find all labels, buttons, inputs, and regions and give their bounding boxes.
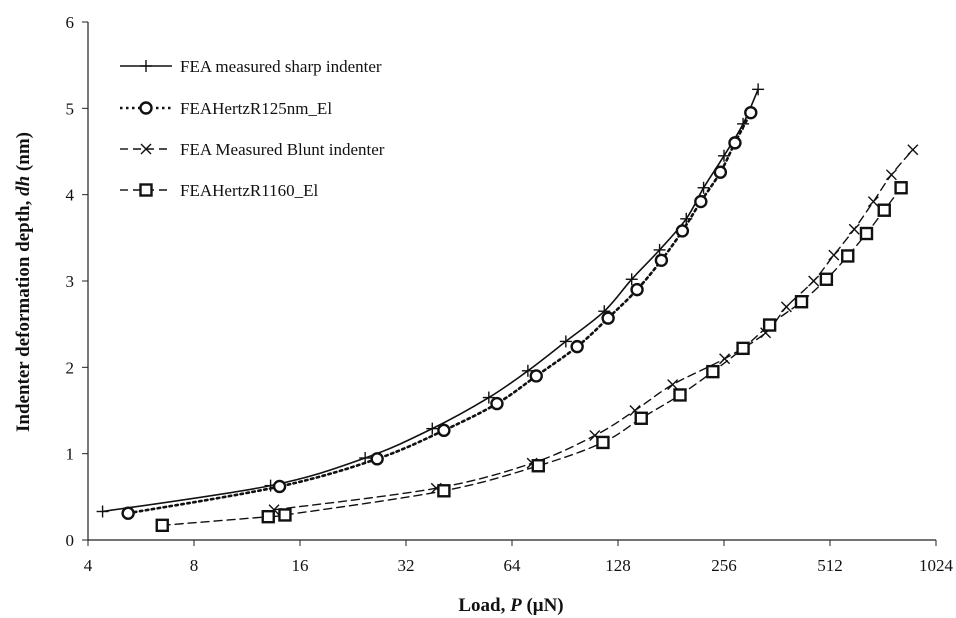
data-point [596, 435, 610, 450]
data-point [907, 144, 919, 156]
data-point [697, 181, 710, 194]
data-point [370, 452, 384, 466]
data-point [859, 226, 874, 241]
x-tick-label: 512 [817, 556, 843, 575]
data-point [630, 282, 644, 297]
data-point [828, 249, 840, 261]
series-4 [155, 181, 908, 533]
data-point [819, 272, 834, 286]
legend-label: FEAHertzR125nm_El [180, 99, 332, 118]
x-tick-label: 4 [84, 556, 93, 575]
data-point [278, 508, 292, 522]
data-point [654, 253, 669, 267]
data-point [570, 339, 584, 354]
series-line [273, 149, 914, 511]
x-tick-label: 8 [190, 556, 199, 575]
data-point [718, 149, 730, 162]
data-point [121, 506, 135, 520]
legend-label: FEAHertzR1160_El [180, 181, 318, 200]
legend-marker [139, 183, 153, 197]
data-point [601, 311, 615, 325]
data-point [867, 196, 879, 208]
data-point [736, 341, 750, 356]
data-point [719, 353, 731, 365]
y-tick-label: 5 [66, 99, 75, 118]
x-tick-label: 16 [292, 556, 309, 575]
data-point [272, 479, 287, 494]
y-tick-label: 1 [66, 445, 75, 464]
series-2 [121, 105, 758, 520]
legend-marker [140, 60, 152, 72]
x-tick-label: 64 [504, 556, 522, 575]
legend-label: FEA Measured Blunt indenter [180, 140, 385, 159]
data-point [155, 518, 169, 533]
data-point [482, 391, 495, 404]
data-point [521, 364, 534, 377]
data-point [634, 411, 648, 425]
legend-item: FEA measured sharp indenter [120, 57, 382, 76]
y-tick-label: 2 [66, 358, 75, 377]
data-point [706, 364, 720, 379]
data-point [713, 165, 728, 179]
y-tick-label: 3 [66, 272, 75, 291]
axes [82, 21, 937, 546]
data-point [808, 275, 820, 287]
data-point [426, 422, 439, 435]
data-point [894, 181, 908, 195]
data-point [667, 379, 679, 391]
data-point [794, 295, 809, 309]
legend-label: FEA measured sharp indenter [180, 57, 382, 76]
series-line [161, 187, 902, 526]
series-line [126, 111, 753, 515]
data-point [780, 301, 792, 313]
data-point [529, 369, 543, 383]
data-point [437, 484, 451, 498]
legend-marker [140, 143, 152, 155]
data-point [490, 396, 504, 411]
data-point [885, 169, 897, 181]
legend-item: FEAHertzR1160_El [120, 181, 318, 200]
data-point [752, 83, 765, 96]
data-point [675, 224, 690, 238]
x-tick-label: 128 [605, 556, 631, 575]
legend-item: FEA Measured Blunt indenter [120, 140, 385, 159]
plot-area [96, 83, 919, 533]
data-point [848, 223, 860, 235]
y-axis-title: Indenter deformation depth, dh (nm) [13, 132, 34, 432]
data-point [261, 509, 275, 524]
data-point [437, 423, 451, 438]
legend-item: FEAHertzR125nm_El [120, 99, 332, 118]
x-tick-label: 1024 [919, 556, 954, 575]
data-point [625, 273, 638, 286]
x-tick-label: 256 [711, 556, 737, 575]
data-point [559, 335, 572, 348]
legend: FEA measured sharp indenter FEAHertzR125n… [120, 57, 385, 200]
data-point [744, 105, 758, 120]
legend-marker [139, 101, 153, 115]
x-tick-label: 32 [398, 556, 415, 575]
data-point [877, 203, 891, 217]
y-tick-label: 6 [66, 13, 75, 32]
data-point [728, 136, 742, 150]
y-tick-label: 0 [66, 531, 75, 550]
y-tick-label: 4 [66, 186, 75, 205]
data-point [841, 249, 855, 263]
series-3 [268, 144, 919, 516]
data-point [762, 318, 777, 332]
data-point [694, 194, 708, 209]
data-point [96, 505, 109, 518]
x-axis-title: Load, P (μN) [458, 595, 563, 616]
data-point [673, 388, 687, 402]
data-point [531, 459, 545, 473]
